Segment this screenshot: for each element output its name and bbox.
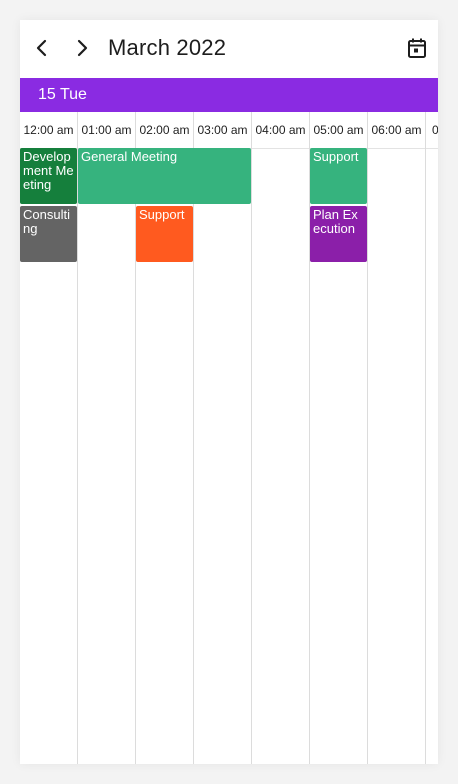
timeline-view[interactable]: 12:00 am 01:00 am 02:00 am 03:00 am 04:0… — [20, 112, 438, 764]
scheduler-card: March 2022 15 Tue 12:00 am 01:00 am 02:0… — [20, 20, 438, 764]
grid-line — [193, 148, 194, 764]
day-label[interactable]: 15 Tue — [38, 85, 87, 105]
month-title[interactable]: March 2022 — [108, 33, 226, 63]
appointment-plan-execution[interactable]: Plan Execution — [310, 206, 367, 262]
time-slot-label: 06:00 am — [368, 112, 426, 148]
time-slot-label: 03:00 am — [194, 112, 252, 148]
grid-line — [77, 148, 78, 764]
time-slot-label: 07:00 am — [426, 112, 438, 148]
time-slot-label: 05:00 am — [310, 112, 368, 148]
time-slot-label: 12:00 am — [20, 112, 78, 148]
appointment-support[interactable]: Support — [310, 148, 367, 204]
appointment-consulting[interactable]: Consulting — [20, 206, 77, 262]
scheduler-header: March 2022 — [20, 20, 438, 78]
appointment-general-meeting[interactable]: General Meeting — [78, 148, 251, 204]
previous-month-button[interactable] — [28, 34, 56, 62]
today-button[interactable] — [404, 35, 430, 61]
grid-line — [367, 148, 368, 764]
time-slot-label: 04:00 am — [252, 112, 310, 148]
chevron-left-icon — [34, 39, 50, 57]
time-slot-header: 12:00 am 01:00 am 02:00 am 03:00 am 04:0… — [20, 112, 438, 149]
calendar-today-icon — [407, 37, 427, 59]
time-slot-label: 01:00 am — [78, 112, 136, 148]
appointment-support[interactable]: Support — [136, 206, 193, 262]
appointment-development-meeting[interactable]: Development Meeting — [20, 148, 77, 204]
chevron-right-icon — [74, 39, 90, 57]
next-month-button[interactable] — [68, 34, 96, 62]
day-header-bar: 15 Tue — [20, 78, 438, 112]
grid-line — [251, 148, 252, 764]
grid-line — [425, 148, 426, 764]
time-slot-label: 02:00 am — [136, 112, 194, 148]
